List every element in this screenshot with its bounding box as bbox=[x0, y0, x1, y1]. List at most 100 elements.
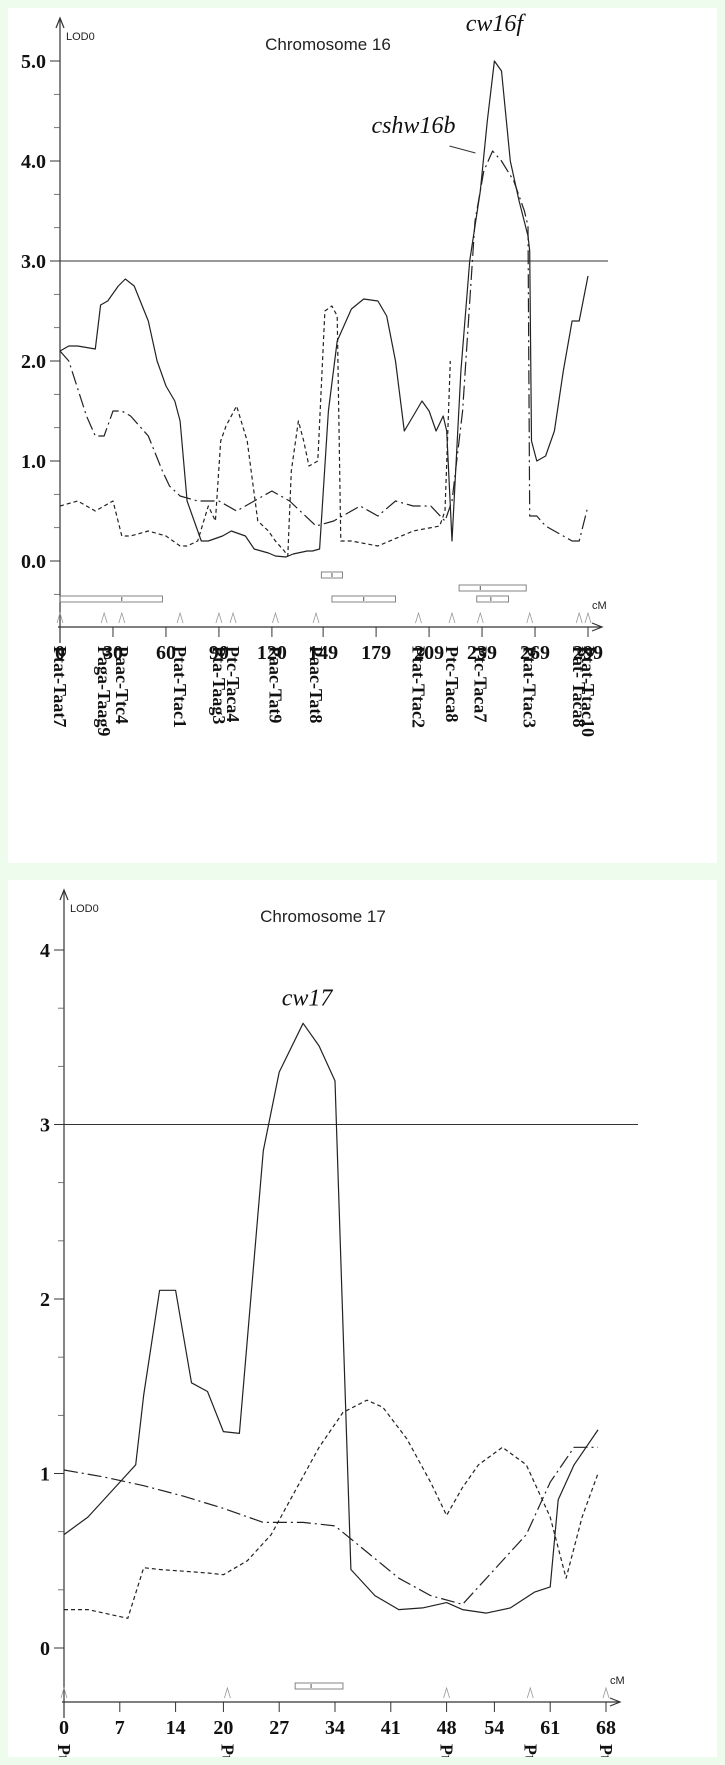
qtl-label: cw17 bbox=[282, 986, 334, 1012]
y-tick-label: 4.0 bbox=[21, 151, 46, 173]
marker-label: Ptat-Ttac1 bbox=[170, 646, 190, 728]
marker-position-tick bbox=[584, 611, 592, 624]
marker-position-tick bbox=[443, 1686, 450, 1699]
y-tick-label: 1.0 bbox=[21, 451, 46, 473]
y-tick-label: 3.0 bbox=[21, 251, 46, 273]
lod-curve-dashdot bbox=[59, 150, 589, 542]
marker-label: Paga-Taag9 bbox=[94, 646, 114, 736]
marker-position-tick bbox=[312, 611, 320, 624]
y-tick-label: 0.0 bbox=[21, 551, 46, 573]
marker-label: Pat- Taca8 bbox=[569, 646, 589, 728]
x-tick-label: 299 bbox=[573, 642, 603, 664]
lod-curve-dashdot bbox=[63, 1446, 598, 1606]
x-tick-label: 0 bbox=[55, 642, 65, 664]
marker-label: Pta-Taag3 bbox=[209, 646, 229, 724]
marker-position-tick bbox=[176, 611, 184, 624]
marker-position-tick bbox=[224, 1686, 231, 1699]
x-tick-label: 179 bbox=[361, 642, 391, 664]
y-axis-label: LOD0 bbox=[70, 903, 99, 915]
chart-title: Chromosome 17 bbox=[260, 907, 386, 926]
marker-position-tick bbox=[526, 611, 534, 624]
confidence-interval-box bbox=[458, 584, 527, 592]
confidence-interval-box bbox=[320, 571, 343, 579]
y-tick-label: 2.0 bbox=[21, 351, 46, 373]
lod-curve-solid bbox=[63, 1022, 599, 1614]
marker-position-tick bbox=[415, 611, 422, 624]
marker-label: Ptat-Ttac2 bbox=[408, 646, 428, 728]
marker-label: Ptat-Ttac10 bbox=[578, 646, 598, 737]
y-tick-label: 1 bbox=[40, 1464, 50, 1486]
x-tick-label: 20 bbox=[213, 1717, 233, 1739]
x-tick-label: 7 bbox=[115, 1717, 125, 1739]
marker-position-tick bbox=[476, 611, 484, 624]
x-tick-label: 34 bbox=[325, 1717, 345, 1739]
y-axis-arrow bbox=[59, 888, 69, 901]
marker-position-tick bbox=[118, 611, 126, 624]
marker-label: Ptat-Taat7 bbox=[50, 646, 70, 727]
marker-label: Ptat-Ttac3 bbox=[520, 646, 540, 728]
confidence-interval-box bbox=[331, 595, 396, 603]
x-tick-label: 0 bbox=[59, 1717, 69, 1739]
marker-position-tick bbox=[575, 611, 583, 624]
x-tick-label: 30 bbox=[103, 642, 123, 664]
marker-position-tick bbox=[526, 1686, 534, 1699]
y-tick-label: 2 bbox=[40, 1289, 50, 1311]
x-axis-arrow bbox=[591, 622, 604, 632]
x-tick-label: 27 bbox=[269, 1717, 289, 1739]
y-tick-label: 3 bbox=[40, 1115, 50, 1137]
y-tick-label: 0 bbox=[40, 1638, 50, 1660]
y-tick-label: 4 bbox=[40, 940, 50, 962]
x-tick-label: 90 bbox=[209, 642, 229, 664]
x-tick-label: 149 bbox=[308, 642, 338, 664]
marker-label: Ptc-Taca8 bbox=[442, 646, 462, 722]
marker-label: Ptat-Tg1 bbox=[217, 1744, 237, 1757]
marker-position-tick bbox=[229, 611, 237, 624]
chromosome-16-panel: 0.0 1.0 2.0 3.0 4.0 5.0 LOD0 cM Chromosome 16 0 30… bbox=[8, 8, 717, 863]
x-tick-label: 48 bbox=[437, 1717, 457, 1739]
chromosome-16-chart: 0.0 1.0 2.0 3.0 4.0 5.0 LOD0 cM Chromosome 16 0 30… bbox=[21, 11, 608, 737]
marker-position-tick bbox=[272, 611, 279, 624]
x-tick-label: 14 bbox=[166, 1717, 186, 1739]
chromosome-17-panel: 0 1 2 3 4 LOD0 cM Chromosome 17 0 7 14 20 27 34 41 48 54… bbox=[8, 880, 717, 1757]
confidence-interval-box bbox=[294, 1682, 344, 1690]
marker-label: Ptat-Tagc12 bbox=[520, 1744, 540, 1757]
x-tick-label: 209 bbox=[414, 642, 444, 664]
marker-position-tick bbox=[215, 611, 223, 624]
x-tick-label: 269 bbox=[520, 642, 550, 664]
chart-title: Chromosome 16 bbox=[265, 35, 391, 54]
marker-label: Ptat-Taag10 bbox=[437, 1744, 457, 1757]
marker-label: Ptc-Taca7 bbox=[470, 646, 490, 722]
x-tick-label: 68 bbox=[596, 1717, 616, 1739]
x-tick-label: 41 bbox=[381, 1717, 401, 1739]
marker-label: Ptat-Tta1 bbox=[54, 1744, 74, 1757]
marker-position-tick bbox=[56, 611, 64, 624]
marker-label: Paac-Tat9 bbox=[265, 646, 285, 723]
qtl-label-pointer bbox=[449, 145, 476, 154]
marker-label: Ptat-Tta10 bbox=[596, 1744, 616, 1757]
y-axis-label: LOD0 bbox=[66, 31, 95, 43]
x-axis-arrow bbox=[609, 1697, 622, 1707]
marker-position-tick bbox=[60, 1686, 68, 1699]
marker-label: Paac-Tat8 bbox=[306, 646, 326, 723]
marker-position-tick bbox=[602, 1686, 610, 1699]
lod-curve-solid bbox=[59, 60, 589, 558]
x-axis-label: cM bbox=[592, 600, 607, 612]
qtl-label: cw16f bbox=[466, 11, 527, 37]
x-axis-label: cM bbox=[610, 1675, 625, 1687]
lod-curve-dashed bbox=[64, 1399, 599, 1619]
lod-curve-dashed bbox=[59, 305, 451, 557]
qtl-label: cshw16b bbox=[371, 113, 455, 139]
marker-position-tick bbox=[100, 611, 108, 624]
confidence-interval-box bbox=[59, 595, 163, 603]
x-tick-label: 239 bbox=[467, 642, 497, 664]
confidence-interval-box bbox=[476, 595, 509, 603]
x-tick-label: 61 bbox=[540, 1717, 560, 1739]
x-tick-label: 60 bbox=[156, 642, 176, 664]
marker-label: Ptc-Taca4 bbox=[223, 646, 243, 722]
x-tick-label: 120 bbox=[257, 642, 287, 664]
marker-label: Paac-Ttc4 bbox=[112, 646, 132, 724]
marker-position-tick bbox=[448, 611, 456, 624]
y-tick-label: 5.0 bbox=[21, 51, 46, 73]
x-tick-label: 54 bbox=[484, 1717, 504, 1739]
